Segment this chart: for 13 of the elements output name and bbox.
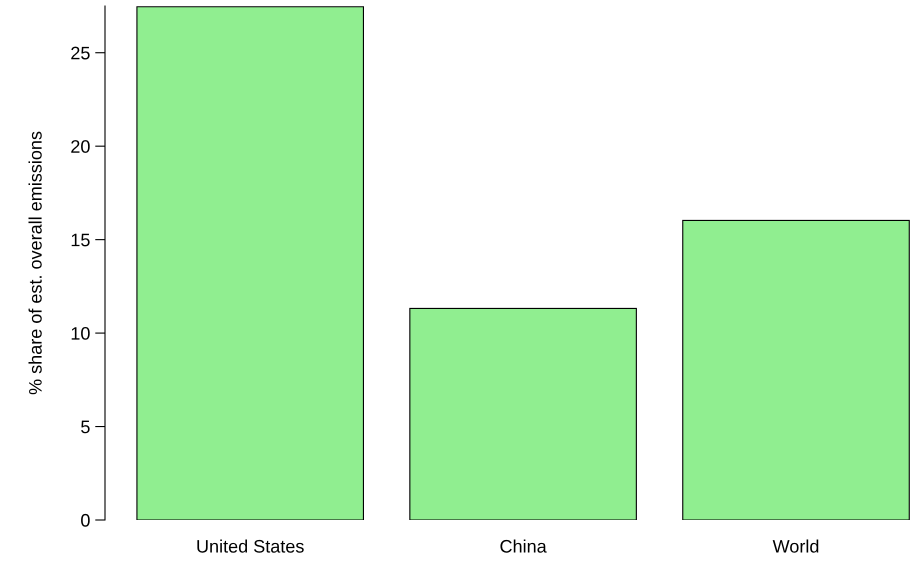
y-tick-label: 15 (72, 234, 90, 246)
y-tick-label: 20 (71, 140, 90, 153)
x-tick-label: United States (197, 539, 304, 553)
y-tick-label: 0 (81, 514, 90, 527)
bar (682, 220, 910, 520)
y-tick-label: 5 (81, 420, 90, 434)
y-axis-title: % share of est. overall emissions (28, 132, 42, 394)
x-tick-label: World (772, 539, 818, 553)
x-tick-label: China (500, 539, 547, 553)
y-tick-label: 25 (71, 46, 90, 60)
y-tick-label: 10 (72, 327, 90, 340)
bar (409, 308, 637, 520)
bar (136, 6, 364, 520)
